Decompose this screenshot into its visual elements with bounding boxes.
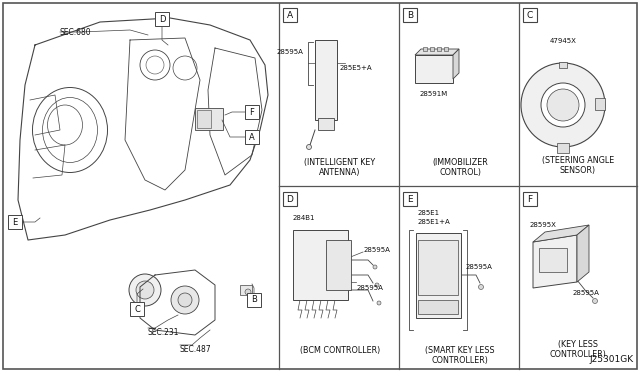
Text: 28595X: 28595X [530, 222, 557, 228]
Text: A: A [249, 132, 255, 141]
Bar [247, 293, 261, 307]
Circle shape [479, 285, 483, 289]
Text: B: B [251, 295, 257, 305]
Text: D: D [159, 15, 165, 23]
Text: (IMMOBILIZER
CONTROL): (IMMOBILIZER CONTROL) [432, 158, 488, 177]
Bar [437, 47, 441, 51]
Text: E: E [407, 195, 413, 203]
Circle shape [178, 293, 192, 307]
Text: 28595A: 28595A [276, 49, 303, 55]
Text: 28595A: 28595A [364, 247, 391, 253]
Bar [245, 130, 259, 144]
Text: (STEERING ANGLE
SENSOR): (STEERING ANGLE SENSOR) [542, 156, 614, 176]
Circle shape [377, 301, 381, 305]
Text: (KEY LESS
CONTROLLER): (KEY LESS CONTROLLER) [550, 340, 607, 359]
Circle shape [307, 144, 312, 150]
Bar [559, 62, 567, 68]
Text: D: D [287, 195, 293, 203]
Bar [418, 300, 458, 314]
Text: J25301GK: J25301GK [590, 355, 634, 364]
Bar [293, 230, 348, 300]
Text: 47945X: 47945X [550, 38, 577, 44]
Circle shape [593, 298, 598, 304]
Text: 284B1: 284B1 [293, 215, 316, 221]
Bar [430, 47, 434, 51]
Text: SEC.680: SEC.680 [60, 28, 92, 36]
Text: F: F [250, 108, 255, 116]
Bar [444, 47, 448, 51]
Bar [415, 55, 453, 83]
Polygon shape [415, 49, 459, 55]
Polygon shape [577, 225, 589, 282]
Bar [418, 240, 458, 295]
Bar [595, 98, 605, 110]
Bar [245, 105, 259, 119]
Bar [315, 40, 337, 120]
Text: (BCM CONTROLLER): (BCM CONTROLLER) [300, 346, 380, 355]
Circle shape [171, 286, 199, 314]
Bar [195, 108, 223, 130]
Polygon shape [533, 235, 577, 288]
Text: A: A [287, 10, 293, 19]
Text: SEC.487: SEC.487 [180, 345, 212, 354]
Text: 28595A: 28595A [466, 264, 493, 270]
Bar [197, 110, 211, 128]
Polygon shape [453, 49, 459, 79]
Text: B: B [407, 10, 413, 19]
Circle shape [375, 283, 379, 287]
Bar [8, 215, 22, 229]
Text: C: C [527, 10, 533, 19]
Bar [318, 118, 334, 130]
Text: SEC.231: SEC.231 [148, 328, 179, 337]
Text: 28595A: 28595A [357, 285, 384, 291]
Bar [416, 233, 461, 318]
Bar [423, 47, 427, 51]
Text: C: C [134, 305, 140, 314]
Circle shape [541, 83, 585, 127]
Bar [240, 285, 252, 295]
Bar [539, 248, 567, 272]
Circle shape [129, 274, 161, 306]
Bar [403, 8, 417, 22]
Bar [283, 192, 297, 206]
Bar [557, 143, 569, 153]
Text: E: E [12, 218, 18, 227]
Polygon shape [533, 225, 589, 242]
Bar [523, 8, 537, 22]
Circle shape [136, 281, 154, 299]
Text: (INTELLIGENT KEY
ANTENNA): (INTELLIGENT KEY ANTENNA) [305, 158, 376, 177]
Text: (SMART KEY LESS
CONTROLLER): (SMART KEY LESS CONTROLLER) [425, 346, 495, 365]
Circle shape [245, 289, 251, 295]
Bar [326, 240, 351, 290]
Text: 28591M: 28591M [420, 91, 448, 97]
Text: 285E1: 285E1 [418, 210, 440, 216]
Circle shape [521, 63, 605, 147]
Text: 285E5+A: 285E5+A [340, 65, 372, 71]
Text: 285E1+A: 285E1+A [418, 219, 451, 225]
Circle shape [547, 89, 579, 121]
Bar [130, 302, 144, 316]
Text: 28595A: 28595A [573, 290, 600, 296]
Circle shape [373, 265, 377, 269]
Bar [523, 192, 537, 206]
Bar [155, 12, 169, 26]
Bar [403, 192, 417, 206]
Bar [283, 8, 297, 22]
Text: F: F [527, 195, 532, 203]
